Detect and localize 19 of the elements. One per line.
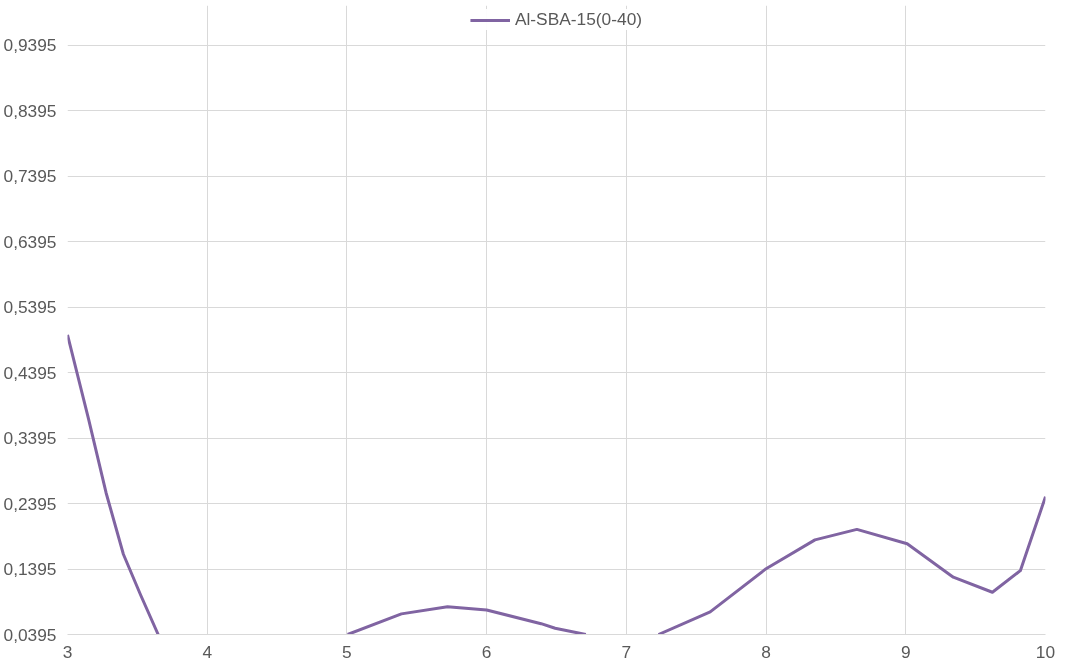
x-tick-label: 8 [761,641,771,662]
y-tick-label: 0,5395 [3,297,57,318]
x-tick-label: 10 [1035,641,1056,662]
y-tick-label: 0,9395 [3,35,57,56]
x-tick-label: 7 [621,641,632,662]
y-tick-label: 0,7395 [3,166,57,187]
x-tick-label: 9 [900,641,911,662]
x-tick-label: 5 [342,641,352,662]
legend-label: Al-SBA-15(0-40) [514,9,643,30]
y-tick-label: 0,0395 [3,624,57,645]
y-tick-label: 0,2395 [3,493,57,514]
y-tick-label: 0,8395 [3,100,57,121]
y-tick-label: 0,6395 [3,231,57,252]
x-tick-label: 3 [62,641,73,662]
x-tick-label: 4 [202,641,213,662]
y-tick-label: 0,1395 [3,559,57,580]
y-tick-label: 0,3395 [3,428,57,449]
x-tick-label: 6 [481,641,492,662]
y-tick-label: 0,4395 [3,362,57,383]
